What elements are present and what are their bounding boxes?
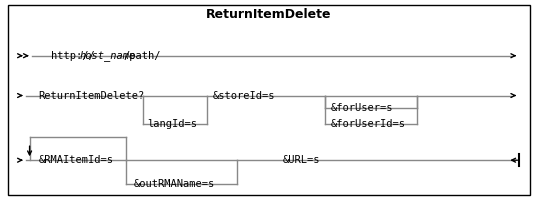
Text: host_name: host_name xyxy=(79,50,136,61)
Text: &storeId=s: &storeId=s xyxy=(213,91,275,100)
Text: &outRMAName=s: &outRMAName=s xyxy=(133,179,215,189)
Text: &forUserId=s: &forUserId=s xyxy=(331,119,406,129)
Text: &forUser=s: &forUser=s xyxy=(331,103,393,113)
Text: http://: http:// xyxy=(51,51,95,61)
Text: langId=s: langId=s xyxy=(147,119,197,129)
Text: /path/: /path/ xyxy=(124,51,161,61)
Text: ReturnItemDelete?: ReturnItemDelete? xyxy=(39,91,145,100)
Text: ReturnItemDelete: ReturnItemDelete xyxy=(206,8,332,21)
Text: &URL=s: &URL=s xyxy=(282,155,320,165)
Text: &RMAItemId=s: &RMAItemId=s xyxy=(39,155,114,165)
FancyBboxPatch shape xyxy=(8,5,530,195)
